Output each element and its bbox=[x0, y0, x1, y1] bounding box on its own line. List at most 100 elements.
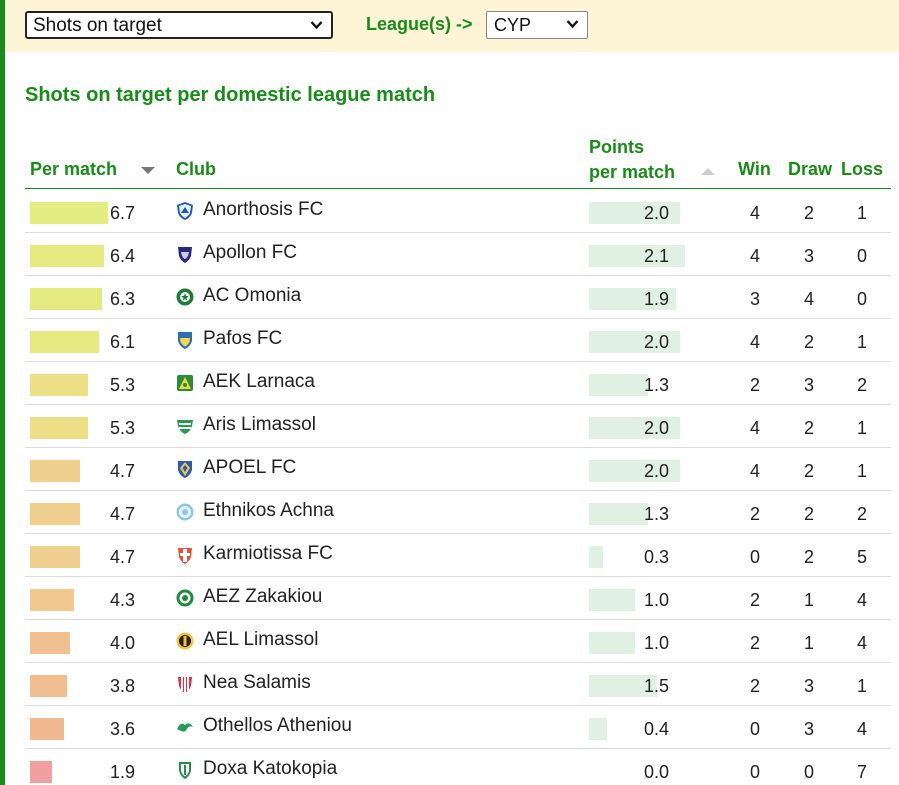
per-match-bar bbox=[30, 374, 88, 396]
doxa-crest-icon bbox=[179, 762, 191, 779]
draw-count: 3 bbox=[803, 375, 814, 395]
table-row: 4.7 Karmiotissa FC 0.3 0 2 5 bbox=[25, 534, 891, 577]
club-link[interactable]: Othellos Atheniou bbox=[203, 715, 352, 736]
win-count: 2 bbox=[749, 633, 760, 653]
per-match-bar bbox=[30, 675, 67, 697]
table-row: 4.0 AEL Limassol 1.0 2 1 4 bbox=[25, 620, 891, 663]
aris-limassol-crest-icon bbox=[177, 420, 193, 434]
club-link[interactable]: Doxa Katokopia bbox=[203, 758, 338, 779]
column-header-club[interactable]: Club bbox=[176, 159, 216, 179]
win-count: 3 bbox=[749, 289, 760, 309]
ethnikos-achna-crest-icon bbox=[176, 503, 194, 521]
points-per-match-bar bbox=[589, 503, 648, 525]
column-header-points-per-match[interactable]: Points per match bbox=[589, 135, 675, 185]
per-match-bar bbox=[30, 718, 64, 740]
loss-count: 4 bbox=[856, 719, 867, 739]
draw-count: 4 bbox=[803, 289, 814, 309]
apoel-crest-icon bbox=[178, 461, 192, 478]
league-select[interactable]: CYP bbox=[486, 11, 588, 39]
filter-bar: Shots on target League(s) -> CYP bbox=[5, 0, 899, 52]
table-row: 3.6 Othellos Atheniou 0.4 0 3 4 bbox=[25, 706, 891, 749]
per-match-bar bbox=[30, 331, 99, 353]
table-row: 5.3 Aris Limassol 2.0 4 2 1 bbox=[25, 405, 891, 448]
loss-count: 1 bbox=[856, 418, 867, 438]
sort-ascending-icon[interactable] bbox=[701, 168, 715, 175]
points-per-match-bar bbox=[589, 288, 676, 310]
points-per-match-bar bbox=[589, 675, 657, 697]
club-link[interactable]: Aris Limassol bbox=[203, 414, 316, 435]
points-per-match-value: 2.0 bbox=[643, 203, 669, 223]
per-match-value: 6.3 bbox=[109, 289, 135, 309]
column-header-points-line1: Points bbox=[589, 137, 645, 157]
per-match-value: 6.1 bbox=[109, 332, 135, 352]
table-row: 1.9 Doxa Katokopia 0.0 0 0 7 bbox=[25, 749, 891, 785]
page-title: Shots on target per domestic league matc… bbox=[25, 84, 436, 106]
points-per-match-value: 1.3 bbox=[643, 504, 669, 524]
club-link[interactable]: APOEL FC bbox=[203, 457, 297, 478]
per-match-value: 4.0 bbox=[109, 633, 135, 653]
loss-count: 7 bbox=[856, 762, 867, 782]
club-link[interactable]: Pafos FC bbox=[203, 328, 283, 349]
table-row: 4.3 AEZ Zakakiou 1.0 2 1 4 bbox=[25, 577, 891, 620]
club-link[interactable]: Ethnikos Achna bbox=[203, 500, 334, 521]
club-link[interactable]: Apollon FC bbox=[203, 242, 297, 263]
column-header-points-line2: per match bbox=[589, 162, 676, 182]
table-row: 4.7 Ethnikos Achna 1.3 2 2 2 bbox=[25, 491, 891, 534]
othellos-crest-icon bbox=[177, 723, 193, 732]
win-count: 0 bbox=[749, 719, 760, 739]
statistic-select-value: Shots on target bbox=[33, 15, 162, 36]
win-count: 4 bbox=[749, 203, 760, 223]
club-link[interactable]: AC Omonia bbox=[203, 285, 302, 306]
loss-count: 2 bbox=[856, 504, 867, 524]
points-per-match-bar bbox=[589, 718, 607, 740]
column-header-per-match[interactable]: Per match bbox=[30, 159, 118, 179]
loss-count: 1 bbox=[856, 203, 867, 223]
points-per-match-bar bbox=[589, 460, 680, 482]
club-link[interactable]: AEK Larnaca bbox=[203, 371, 315, 392]
win-count: 4 bbox=[749, 461, 760, 481]
win-count: 2 bbox=[749, 504, 760, 524]
win-count: 0 bbox=[749, 762, 760, 782]
per-match-bar bbox=[30, 460, 80, 482]
column-header-draw[interactable]: Draw bbox=[788, 159, 833, 179]
draw-count: 2 bbox=[803, 418, 814, 438]
points-per-match-bar bbox=[589, 245, 685, 267]
points-per-match-bar bbox=[589, 331, 680, 353]
club-link[interactable]: Nea Salamis bbox=[203, 672, 311, 693]
loss-count: 0 bbox=[856, 246, 867, 266]
sort-descending-icon[interactable] bbox=[141, 167, 155, 174]
points-per-match-value: 2.0 bbox=[643, 332, 669, 352]
points-per-match-value: 1.0 bbox=[643, 590, 669, 610]
points-per-match-value: 2.0 bbox=[643, 461, 669, 481]
club-link[interactable]: AEL Limassol bbox=[203, 629, 319, 650]
draw-count: 1 bbox=[803, 633, 814, 653]
club-link[interactable]: Karmiotissa FC bbox=[203, 543, 333, 564]
per-match-bar bbox=[30, 202, 108, 224]
statistic-select[interactable]: Shots on target bbox=[25, 11, 333, 39]
loss-count: 4 bbox=[856, 633, 867, 653]
points-per-match-bar bbox=[589, 202, 680, 224]
per-match-bar bbox=[30, 503, 80, 525]
table-row: 6.4 Apollon FC 2.1 4 3 0 bbox=[25, 233, 891, 276]
points-per-match-value: 0.3 bbox=[643, 547, 669, 567]
table-row: 3.8 Nea Salamis 1.5 2 3 1 bbox=[25, 663, 891, 706]
header-divider bbox=[25, 188, 891, 189]
per-match-value: 4.7 bbox=[109, 504, 135, 524]
per-match-value: 4.7 bbox=[109, 547, 135, 567]
table-row: 5.3 AEK Larnaca 1.3 2 3 2 bbox=[25, 362, 891, 405]
win-count: 2 bbox=[749, 375, 760, 395]
club-link[interactable]: Anorthosis FC bbox=[203, 199, 324, 220]
club-link[interactable]: AEZ Zakakiou bbox=[203, 586, 323, 607]
column-header-win[interactable]: Win bbox=[738, 159, 771, 179]
per-match-bar bbox=[30, 546, 80, 568]
points-per-match-bar bbox=[589, 374, 648, 396]
column-header-loss[interactable]: Loss bbox=[841, 159, 884, 179]
anorthosis-crest-icon bbox=[177, 202, 193, 220]
points-per-match-bar bbox=[589, 632, 635, 654]
league-label: League(s) -> bbox=[366, 14, 473, 34]
draw-count: 3 bbox=[803, 676, 814, 696]
table-row: 6.3 AC Omonia 1.9 3 4 0 bbox=[25, 276, 891, 319]
left-accent-rule bbox=[0, 0, 5, 785]
draw-count: 2 bbox=[803, 332, 814, 352]
loss-count: 1 bbox=[856, 332, 867, 352]
